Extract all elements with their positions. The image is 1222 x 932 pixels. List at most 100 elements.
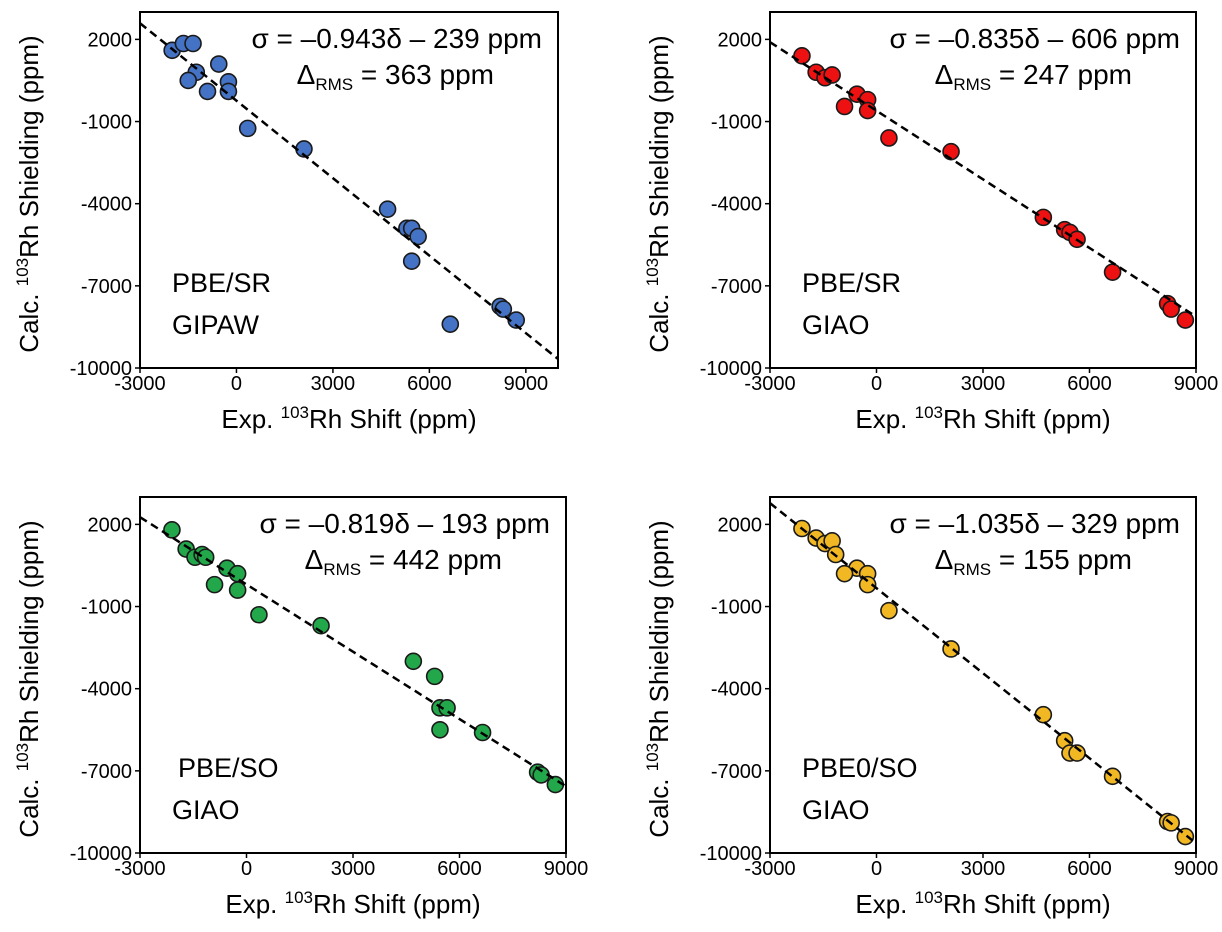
data-point [1103, 263, 1122, 281]
y-tick-label: 2000 [718, 514, 763, 536]
x-tick-label: 0 [871, 858, 882, 880]
fit-equation: σ = –0.943δ – 239 ppm [251, 23, 542, 54]
y-tick-labels: 2000 -1000 -4000 -7000 -10000 [70, 29, 140, 380]
y-tick-label: -1000 [81, 112, 132, 134]
data-point [163, 521, 181, 539]
y-tick-label: -10000 [700, 843, 762, 865]
y-tick-labels: 2000 -1000 -4000 -7000 -10000 [70, 514, 140, 865]
x-tick-labels: -3000 0 3000 6000 9000 [744, 368, 1218, 395]
y-tick-labels: 2000 -1000 -4000 -7000 -10000 [700, 29, 770, 380]
data-point [219, 82, 238, 101]
data-point [250, 605, 268, 624]
y-tick-label: -1000 [81, 597, 132, 619]
basis-label: GIAO [802, 310, 870, 340]
data-point [402, 252, 421, 271]
x-tick-label: 0 [231, 373, 242, 395]
method-label: PBE/SO [178, 753, 279, 783]
x-tick-label: -3000 [114, 858, 165, 880]
data-point [438, 699, 456, 717]
x-axis-title: Exp. 103Rh Shift (ppm) [225, 888, 480, 919]
panel-pbe-so-giao: -3000 0 3000 6000 9000 2000 -1000 -4000 -7000 -1… [13, 496, 588, 919]
x-tick-label: 3000 [961, 373, 1006, 395]
fit-line [769, 41, 1197, 318]
y-tick-label: -7000 [81, 761, 132, 783]
x-tick-label: 9000 [1174, 373, 1219, 395]
x-tick-label: -3000 [114, 373, 165, 395]
y-axis-title: Calc. 103Rh Shielding (ppm) [643, 35, 674, 352]
y-tick-label: -1000 [711, 597, 762, 619]
basis-label: GIAO [172, 795, 240, 825]
rms-deviation: ΔRMS = 363 ppm [297, 59, 494, 94]
data-point [404, 652, 423, 671]
y-tick-label: -4000 [81, 679, 132, 701]
data-point [228, 581, 247, 599]
data-point [238, 119, 257, 138]
data-point [378, 200, 397, 218]
plot-frame [139, 11, 559, 369]
fit-line [769, 502, 1197, 845]
data-point [823, 66, 841, 84]
x-tick-label: 3000 [311, 373, 356, 395]
data-point [880, 601, 898, 620]
data-point [1068, 744, 1086, 762]
basis-label: GIAO [802, 795, 870, 825]
y-axis-title: Calc. 103Rh Shielding (ppm) [13, 35, 44, 352]
rms-deviation: ΔRMS = 247 ppm [935, 59, 1132, 94]
y-tick-label: -10000 [70, 358, 132, 380]
data-point [793, 47, 811, 65]
data-point [431, 720, 449, 739]
data-point [209, 55, 228, 73]
method-label: PBE0/SO [802, 753, 918, 783]
data-point [205, 575, 224, 594]
y-axis-title: Calc. 103Rh Shielding (ppm) [643, 520, 674, 837]
x-tick-label: 9000 [1174, 858, 1219, 880]
x-axis-title: Exp. 103Rh Shift (ppm) [855, 403, 1110, 434]
y-tick-label: 2000 [718, 29, 763, 51]
rms-deviation: ΔRMS = 442 ppm [305, 544, 502, 579]
data-point [425, 667, 444, 686]
x-tick-label: 6000 [407, 373, 452, 395]
data-point [1162, 300, 1180, 318]
x-axis-title: Exp. 103Rh Shift (ppm) [855, 888, 1110, 919]
x-tick-labels: -3000 0 3000 6000 9000 [114, 368, 548, 395]
x-tick-label: 9000 [544, 858, 589, 880]
x-tick-label: 0 [241, 858, 252, 880]
data-point [179, 71, 198, 90]
y-tick-label: -4000 [711, 679, 762, 701]
y-axis-title: Calc. 103Rh Shielding (ppm) [13, 520, 44, 837]
y-tick-label: -10000 [700, 358, 762, 380]
y-tick-label: -4000 [711, 194, 762, 216]
x-axis-title: Exp. 103Rh Shift (ppm) [221, 403, 476, 434]
x-tick-label: 0 [871, 373, 882, 395]
fit-equation: σ = –1.035δ – 329 ppm [889, 508, 1180, 539]
data-point [1034, 705, 1053, 724]
x-tick-labels: -3000 0 3000 6000 9000 [744, 853, 1218, 880]
data-point [835, 97, 854, 116]
data-point [1176, 311, 1195, 329]
x-tick-label: 6000 [1067, 373, 1112, 395]
x-tick-label: 6000 [1067, 858, 1112, 880]
basis-label: GIPAW [172, 310, 260, 340]
x-tick-label: -3000 [744, 373, 795, 395]
fit-line [139, 22, 559, 360]
data-point [228, 564, 247, 583]
y-tick-label: -4000 [81, 194, 132, 216]
x-tick-labels: -3000 0 3000 6000 9000 [114, 853, 588, 880]
rms-deviation: ΔRMS = 155 ppm [935, 544, 1132, 579]
y-tick-label: -1000 [711, 112, 762, 134]
data-point [835, 564, 854, 583]
x-tick-label: 6000 [437, 858, 482, 880]
data-point [942, 142, 960, 161]
data-points [793, 47, 1195, 329]
data-point [409, 227, 427, 246]
y-tick-label: -10000 [70, 843, 132, 865]
data-point [858, 575, 877, 594]
panel-pbe-sr-giao: -3000 0 3000 6000 9000 2000 -1000 -4000 -7000 -1… [643, 11, 1218, 434]
panel-pbe-sr-gipaw: -3000 0 3000 6000 9000 2000 -1000 -4000 -7000 -1… [13, 11, 559, 434]
fit-equation: σ = –0.835δ – 606 ppm [889, 23, 1180, 54]
panel-pbe0-so-giao: -3000 0 3000 6000 9000 2000 -1000 -4000 -7000 -1… [643, 496, 1218, 919]
x-tick-label: 9000 [504, 373, 549, 395]
data-point [184, 34, 202, 53]
fit-line [139, 516, 567, 788]
